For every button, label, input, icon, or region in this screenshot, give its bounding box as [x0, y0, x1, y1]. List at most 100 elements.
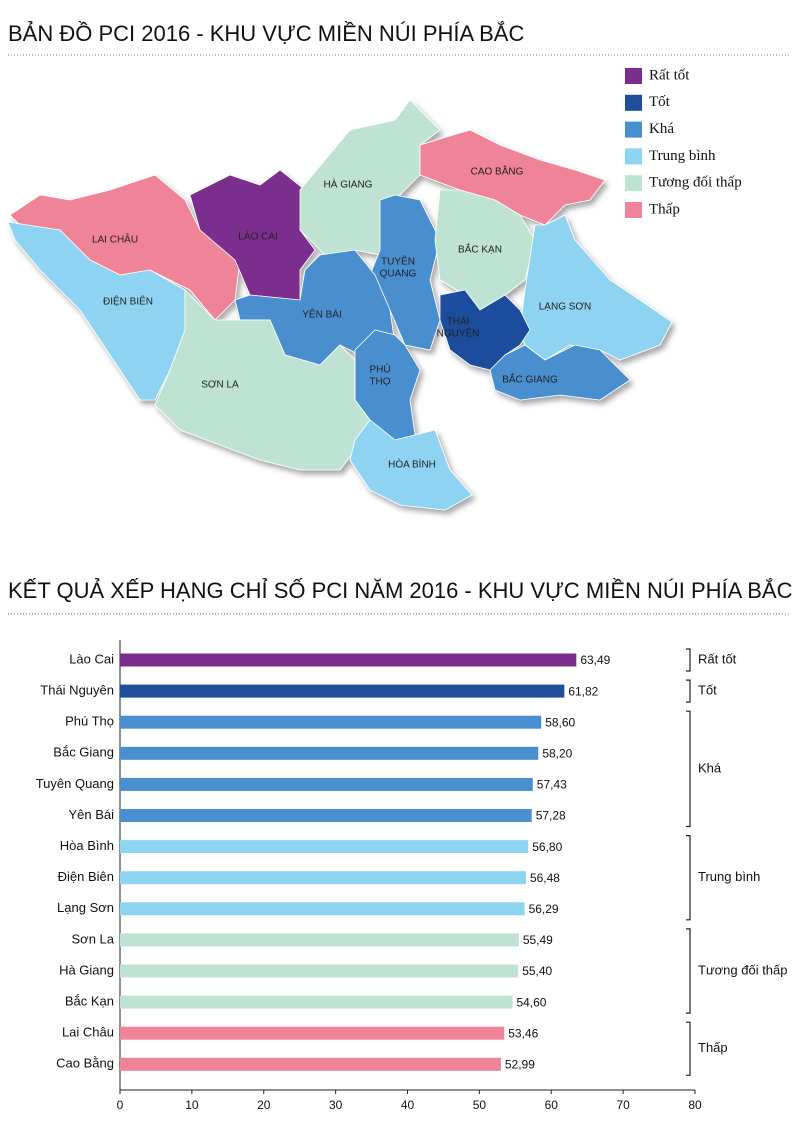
bar: [120, 871, 526, 885]
x-tick-label: 40: [401, 1098, 415, 1112]
bar: [120, 715, 542, 729]
group-label: Khá: [698, 760, 722, 775]
region-label: ĐIỆN BIÊN: [103, 295, 153, 308]
map-region: [434, 189, 536, 311]
region-label: QUANG: [380, 269, 417, 280]
map-region: [189, 169, 316, 301]
bar: [120, 746, 539, 760]
category-label: Lạng Sơn: [57, 900, 114, 915]
bar: [120, 684, 565, 698]
region-label: HÀ GIANG: [324, 178, 373, 191]
category-label: Yên Bái: [68, 807, 114, 822]
category-label: Lào Cai: [69, 651, 114, 666]
category-label: Sơn La: [72, 931, 115, 946]
category-label: Phú Thọ: [65, 714, 114, 729]
x-tick-label: 30: [329, 1098, 343, 1112]
legend-label: Khá: [649, 121, 674, 137]
value-label: 58,60: [545, 715, 575, 729]
value-label: 52,99: [505, 1057, 535, 1071]
legend-swatch: [625, 121, 642, 138]
legend-label: Trung bình: [649, 148, 716, 164]
region-label: NGUYÊN: [437, 327, 480, 340]
value-label: 63,49: [580, 653, 610, 667]
bar: [120, 902, 525, 916]
map-region: [519, 214, 673, 361]
map-regions: [7, 99, 673, 511]
legend-label: Thấp: [649, 201, 680, 217]
region-label: LẠNG SƠN: [539, 302, 591, 313]
value-label: 56,29: [529, 902, 559, 916]
bar: [120, 1057, 501, 1071]
bar: [120, 933, 519, 947]
group-bracket: [686, 710, 691, 828]
value-label: 58,20: [542, 746, 572, 760]
x-tick-label: 80: [688, 1098, 702, 1112]
group-label: Rất tốt: [698, 651, 737, 666]
x-tick-label: 70: [616, 1098, 630, 1112]
value-label: 53,46: [508, 1026, 538, 1040]
x-tick-label: 50: [473, 1098, 487, 1112]
legend-label: Tương đối thấp: [649, 175, 742, 191]
legend-label: Tốt: [649, 94, 671, 110]
chart-title: KẾT QUẢ XẾP HẠNG CHỈ SỐ PCI NĂM 2016 - K…: [8, 577, 793, 603]
region-label: BẮC GIANG: [502, 373, 558, 386]
region-label: SƠN LA: [201, 380, 239, 391]
x-tick-label: 0: [117, 1098, 124, 1112]
category-label: Cao Bằng: [56, 1056, 114, 1071]
region-label: CAO BẰNG: [471, 165, 524, 178]
region-label: THỌ: [369, 377, 390, 388]
region-label: YÊN BÁI: [302, 308, 341, 321]
group-bracket: [686, 679, 691, 703]
legend-swatch: [625, 175, 642, 192]
group-label: Tương đối thấp: [698, 962, 788, 977]
category-label: Lai Châu: [62, 1025, 114, 1040]
value-label: 56,48: [530, 871, 560, 885]
group-label: Tốt: [698, 683, 717, 698]
map-region: [489, 344, 631, 401]
category-label: Bắc Giang: [53, 745, 114, 760]
map-region: [349, 419, 473, 511]
legend-label: Rất tốt: [649, 67, 690, 83]
group-bracket: [686, 928, 691, 1014]
group-bracket: [686, 648, 691, 672]
region-label: LÀO CAI: [238, 230, 277, 243]
value-label: 61,82: [568, 684, 598, 698]
category-label: Điện Biên: [58, 869, 114, 884]
value-label: 57,43: [537, 778, 567, 792]
group-bracket: [686, 835, 691, 921]
category-label: Thái Nguyên: [40, 683, 114, 698]
region-label: LAI CHÂU: [92, 233, 138, 246]
category-label: Hà Giang: [59, 962, 114, 977]
x-tick-label: 20: [257, 1098, 271, 1112]
map-title: BẢN ĐỒ PCI 2016 - KHU VỰC MIỀN NÚI PHÍA …: [8, 21, 524, 46]
bar: [120, 964, 519, 978]
bar: [120, 995, 513, 1009]
x-tick-label: 60: [545, 1098, 559, 1112]
bar: [120, 809, 532, 822]
legend-swatch: [625, 94, 642, 111]
bar: [120, 777, 533, 791]
legend-swatch: [625, 202, 642, 218]
group-label: Thấp: [698, 1040, 728, 1055]
region-label: TUYÊN: [381, 255, 415, 268]
region-label: PHÚ: [369, 363, 390, 376]
x-tick-label: 10: [185, 1098, 199, 1112]
value-label: 55,49: [523, 933, 553, 947]
group-label: Trung bình: [698, 869, 760, 884]
region-label: BẮC KẠN: [458, 243, 502, 256]
value-label: 54,60: [516, 995, 546, 1009]
bar: [120, 840, 529, 854]
map: LAI CHÂU ĐIỆN BIÊN LÀO CAI HÀ GIANG CAO BẰNG…: [7, 67, 742, 511]
value-label: 55,40: [522, 964, 552, 978]
legend-swatch: [625, 68, 642, 84]
map-region: [439, 289, 531, 371]
legend-swatch: [625, 148, 642, 165]
bar: [120, 1026, 505, 1040]
bar: [120, 653, 577, 667]
group-bracket: [686, 1021, 691, 1076]
region-label: HÒA BÌNH: [388, 458, 436, 471]
category-label: Tuyên Quang: [36, 776, 114, 791]
value-label: 56,80: [532, 840, 562, 854]
category-label: Hòa Bình: [60, 838, 114, 853]
